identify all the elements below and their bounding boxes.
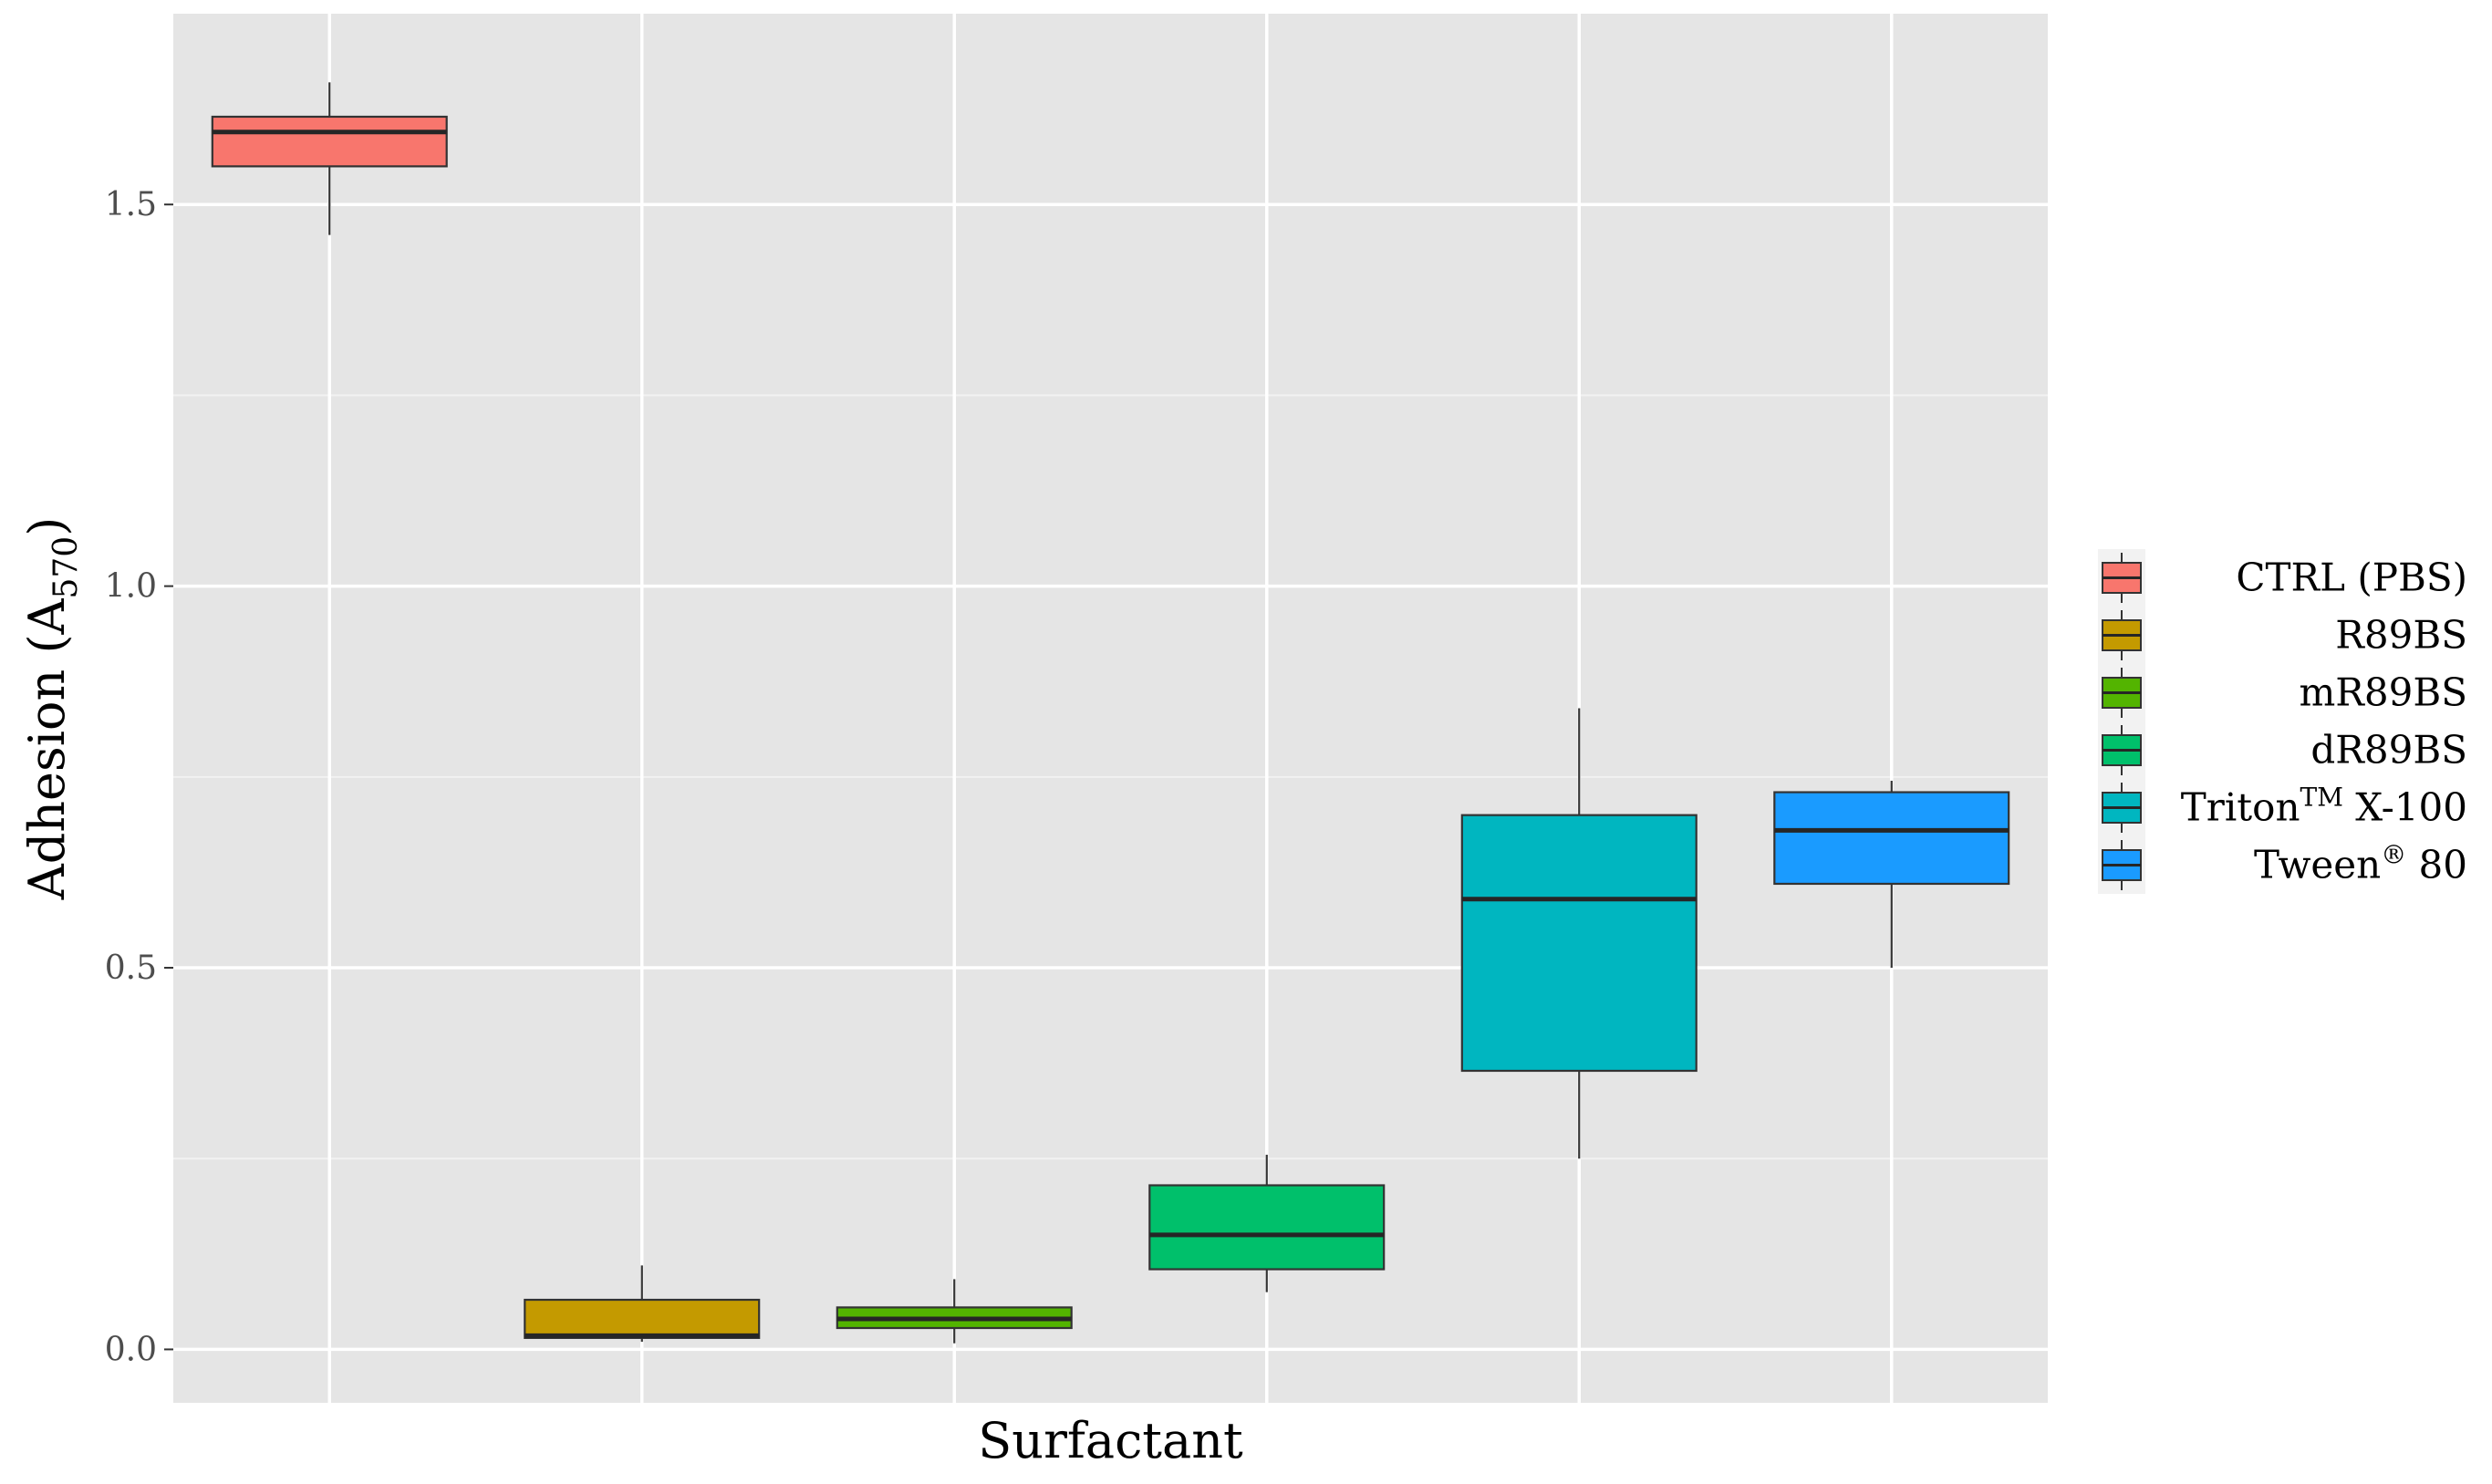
legend-label: TritonTM X-100 — [2181, 783, 2467, 830]
legend-item: TritonTM X-100 — [2098, 779, 2467, 836]
box-iqr — [1773, 791, 2010, 886]
y-axis-title-subscript: 570 — [47, 536, 85, 599]
box-r89bs — [524, 1265, 761, 1343]
legend-label: dR89BS — [2310, 728, 2467, 773]
legend-label: Tween® 80 — [2254, 840, 2467, 887]
y-axis-title: Adhesion (A570) — [18, 517, 85, 901]
legend-item: CTRL (PBS) — [2098, 549, 2467, 607]
box-triton-x-100 — [1460, 708, 1698, 1159]
legend: CTRL (PBS) R89BS mR89BS dR89BS TritonTM X-10… — [2098, 549, 2467, 894]
y-axis: 0.0 0.5 1.0 1.5 — [105, 186, 173, 1368]
legend-item: Tween® 80 — [2098, 836, 2467, 894]
box-tween-80 — [1773, 780, 2010, 969]
y-axis-title-main: Adhesion (A — [18, 598, 76, 901]
legend-label: R89BS — [2335, 613, 2467, 658]
box-mr89bs — [836, 1279, 1073, 1344]
y-tick-label: 0.0 — [105, 1331, 157, 1368]
x-axis-title: Surfactant — [978, 1412, 1243, 1469]
y-tick-label: 0.5 — [105, 950, 157, 987]
legend-item: R89BS — [2098, 607, 2467, 664]
panel-background — [173, 14, 2048, 1403]
y-tick-label: 1.5 — [105, 186, 157, 223]
box-iqr — [1460, 814, 1698, 1073]
y-axis-title-end: ) — [18, 517, 76, 536]
legend-label: mR89BS — [2299, 670, 2467, 715]
box-iqr — [524, 1298, 761, 1339]
legend-label: CTRL (PBS) — [2236, 555, 2467, 600]
box-series — [211, 82, 2010, 1344]
box-iqr — [1148, 1184, 1386, 1271]
legend-item: mR89BS — [2098, 664, 2467, 721]
box-dr89bs — [1148, 1155, 1386, 1292]
gridlines — [173, 14, 2048, 1403]
y-tick-label: 1.0 — [105, 568, 157, 606]
legend-item: dR89BS — [2098, 721, 2467, 779]
box-ctrl-pbs — [211, 82, 448, 235]
box-iqr — [211, 115, 448, 168]
